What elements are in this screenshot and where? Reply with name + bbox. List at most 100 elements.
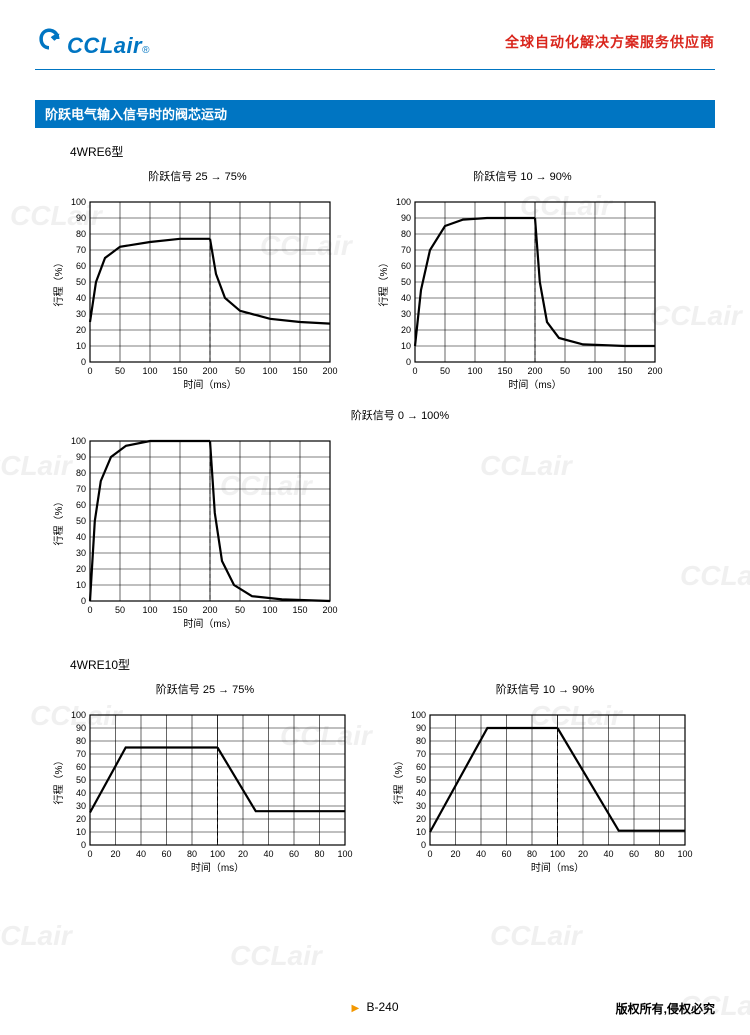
svg-text:100: 100 (262, 605, 277, 615)
svg-text:60: 60 (501, 849, 511, 859)
svg-text:40: 40 (76, 788, 86, 798)
svg-text:150: 150 (172, 366, 187, 376)
logo-registered: ® (142, 45, 149, 56)
svg-text:20: 20 (76, 564, 86, 574)
chart-wre10-2: 阶跃信号 10 → 90%010203040506070809010002040… (390, 681, 700, 875)
svg-text:80: 80 (416, 736, 426, 746)
svg-text:时间（ms）: 时间（ms） (531, 861, 584, 874)
svg-text:时间（ms）: 时间（ms） (508, 378, 561, 391)
svg-text:20: 20 (401, 325, 411, 335)
svg-text:50: 50 (416, 775, 426, 785)
chart-svg: 0102030405060708090100020406080100204060… (50, 700, 360, 875)
svg-text:60: 60 (76, 261, 86, 271)
svg-text:60: 60 (416, 762, 426, 772)
svg-text:时间（ms）: 时间（ms） (191, 861, 244, 874)
svg-text:20: 20 (76, 325, 86, 335)
svg-text:30: 30 (76, 801, 86, 811)
chart-title: 阶跃信号 25 → 75% (50, 168, 345, 184)
svg-text:20: 20 (450, 849, 460, 859)
svg-text:0: 0 (87, 849, 92, 859)
svg-text:10: 10 (401, 341, 411, 351)
svg-text:行程（%）: 行程（%） (52, 258, 65, 307)
svg-text:50: 50 (115, 605, 125, 615)
svg-text:150: 150 (617, 366, 632, 376)
svg-text:60: 60 (629, 849, 639, 859)
svg-text:90: 90 (76, 213, 86, 223)
svg-text:80: 80 (76, 736, 86, 746)
model-label-wre6: 4WRE6型 (70, 143, 750, 160)
copyright: 版权所有,侵权必究 (616, 1000, 715, 1017)
svg-text:10: 10 (76, 827, 86, 837)
svg-text:70: 70 (76, 484, 86, 494)
svg-text:200: 200 (322, 605, 337, 615)
svg-text:20: 20 (578, 849, 588, 859)
svg-text:10: 10 (76, 580, 86, 590)
model-label-wre10: 4WRE10型 (70, 656, 750, 673)
svg-text:50: 50 (440, 366, 450, 376)
wre6-row1: 阶跃信号 25 → 75%010203040506070809010005010… (50, 168, 750, 392)
svg-text:100: 100 (467, 366, 482, 376)
svg-text:40: 40 (401, 293, 411, 303)
svg-text:200: 200 (202, 605, 217, 615)
page-footer: ▶ B-240 版权所有,侵权必究 (0, 1000, 750, 1017)
svg-text:60: 60 (76, 762, 86, 772)
wre6-row2: 阶跃信号 0 → 100%010203040506070809010005010… (50, 407, 750, 631)
page-header: CCLair ® 全球自动化解决方案服务供应商 (0, 0, 750, 69)
svg-text:20: 20 (416, 814, 426, 824)
svg-text:60: 60 (401, 261, 411, 271)
svg-text:50: 50 (115, 366, 125, 376)
svg-text:100: 100 (142, 366, 157, 376)
svg-text:100: 100 (71, 710, 86, 720)
chart-svg: 0102030405060708090100050100150200501001… (50, 426, 345, 631)
svg-text:50: 50 (560, 366, 570, 376)
svg-text:10: 10 (76, 341, 86, 351)
svg-text:50: 50 (76, 775, 86, 785)
svg-text:80: 80 (76, 229, 86, 239)
svg-text:70: 70 (76, 245, 86, 255)
svg-text:时间（ms）: 时间（ms） (183, 378, 236, 391)
svg-text:150: 150 (172, 605, 187, 615)
svg-text:20: 20 (110, 849, 120, 859)
header-rule (35, 69, 715, 70)
svg-text:80: 80 (654, 849, 664, 859)
svg-text:90: 90 (401, 213, 411, 223)
svg-text:80: 80 (527, 849, 537, 859)
svg-text:行程（%）: 行程（%） (52, 756, 65, 805)
svg-text:100: 100 (677, 849, 692, 859)
svg-text:100: 100 (396, 197, 411, 207)
svg-text:80: 80 (187, 849, 197, 859)
svg-text:20: 20 (76, 814, 86, 824)
chart-title: 阶跃信号 10 → 90% (390, 681, 700, 697)
chart-title: 阶跃信号 10 → 90% (375, 168, 670, 184)
page-arrow-icon: ▶ (351, 1003, 359, 1014)
svg-text:30: 30 (76, 309, 86, 319)
svg-text:50: 50 (76, 516, 86, 526)
svg-text:100: 100 (411, 710, 426, 720)
chart-wre6-1: 阶跃信号 25 → 75%010203040506070809010005010… (50, 168, 345, 392)
svg-text:0: 0 (412, 366, 417, 376)
svg-text:200: 200 (647, 366, 662, 376)
chart-svg: 0102030405060708090100050100150200501001… (50, 187, 345, 392)
svg-text:90: 90 (416, 723, 426, 733)
page-number-text: B-240 (367, 1000, 399, 1014)
svg-text:100: 100 (550, 849, 565, 859)
chart-title: 阶跃信号 25 → 75% (50, 681, 360, 697)
svg-text:40: 40 (136, 849, 146, 859)
svg-text:40: 40 (263, 849, 273, 859)
page-number: ▶ B-240 (351, 1000, 398, 1014)
chart-wre6-2: 阶跃信号 10 → 90%010203040506070809010005010… (375, 168, 670, 392)
svg-text:100: 100 (262, 366, 277, 376)
svg-text:60: 60 (289, 849, 299, 859)
svg-text:50: 50 (235, 366, 245, 376)
section-rule (35, 127, 715, 128)
svg-text:0: 0 (427, 849, 432, 859)
svg-text:10: 10 (416, 827, 426, 837)
logo-icon (35, 25, 63, 53)
svg-text:60: 60 (161, 849, 171, 859)
svg-text:80: 80 (76, 468, 86, 478)
svg-text:0: 0 (421, 840, 426, 850)
svg-text:30: 30 (416, 801, 426, 811)
svg-text:200: 200 (322, 366, 337, 376)
svg-text:行程（%）: 行程（%） (52, 497, 65, 546)
svg-text:时间（ms）: 时间（ms） (183, 617, 236, 630)
